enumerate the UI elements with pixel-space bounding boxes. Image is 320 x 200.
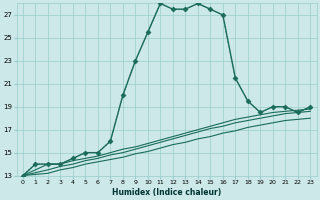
X-axis label: Humidex (Indice chaleur): Humidex (Indice chaleur) [112,188,221,197]
